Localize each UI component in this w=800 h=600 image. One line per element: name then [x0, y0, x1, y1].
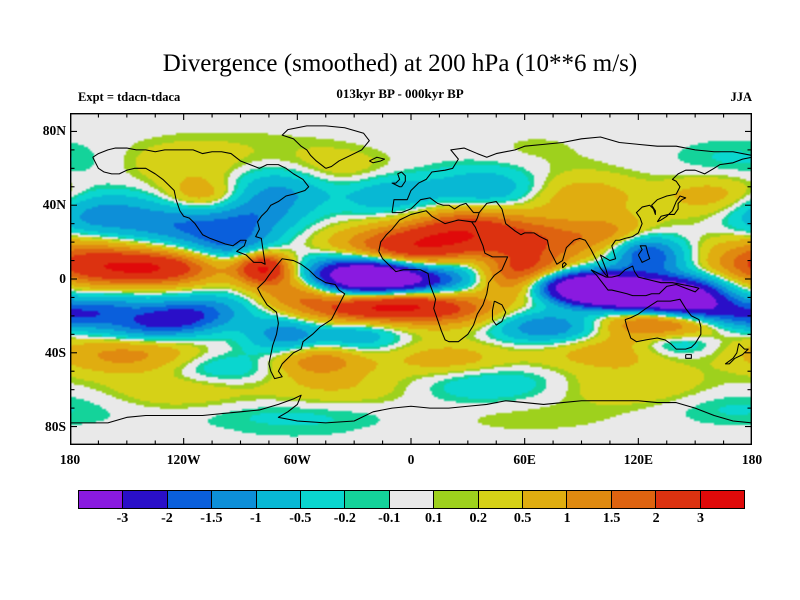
colorbar-tick-label: 2	[652, 511, 660, 526]
colorbar-band	[344, 491, 389, 508]
colorbar-band	[477, 491, 523, 508]
map-plot-area	[70, 113, 752, 445]
colorbar-tick-label: 0.5	[513, 511, 532, 526]
divergence-map	[70, 113, 752, 445]
colorbar-tick-label: 1	[563, 511, 571, 526]
colorbar-tick-label: -3	[116, 511, 129, 526]
colorbar-tick-label: -0.1	[378, 511, 401, 526]
x-tick-label: 60W	[283, 452, 311, 467]
colorbar-tick-label: 0.1	[424, 511, 443, 526]
colorbar-band	[388, 491, 434, 508]
colorbar-tick-label: 0.2	[469, 511, 487, 526]
colorbar-band	[166, 491, 212, 508]
colorbar-tick-label: -2	[161, 511, 173, 526]
colorbar-band	[433, 491, 478, 508]
season-label: JJA	[730, 90, 752, 104]
colorbar-tick-label: 3	[697, 511, 705, 526]
colorbar-band	[610, 491, 656, 508]
x-tick-label: 180	[741, 452, 763, 467]
y-tick-label: 80N	[42, 123, 66, 139]
colorbar-band	[655, 491, 700, 508]
colorbar-band	[566, 491, 611, 508]
y-axis-labels: 80N 40N 0 40S 80S	[0, 0, 66, 600]
colorbar-tick-label: 1.5	[602, 511, 621, 526]
colorbar-band	[699, 491, 745, 508]
y-tick-label: 40N	[42, 197, 66, 213]
colorbar-tick-label: -0.5	[289, 511, 312, 526]
axis-ticks	[70, 113, 752, 445]
figure-subtitle: 013kyr BP - 000kyr BP	[336, 86, 464, 101]
divergence-field-raster	[70, 113, 752, 445]
x-tick-label: 0	[407, 452, 415, 467]
coastlines	[70, 125, 752, 424]
colorbar-band	[79, 491, 123, 508]
colorbar-tick-label: -1	[250, 511, 262, 526]
x-tick-label: 60E	[513, 452, 536, 467]
colorbar-band	[122, 491, 167, 508]
y-tick-label: 40S	[44, 344, 66, 360]
colorbar	[78, 490, 745, 509]
colorbar-tick-label: -0.2	[333, 511, 356, 526]
y-tick-label: 0	[59, 271, 66, 286]
colorbar-tick-label: -1.5	[200, 511, 223, 526]
x-tick-label: 120W	[166, 452, 201, 467]
colorbar-band	[255, 491, 301, 508]
y-tick-label: 80S	[44, 418, 66, 434]
x-tick-label: 180	[59, 452, 81, 467]
page-title: Divergence (smoothed) at 200 hPa (10**6 …	[162, 50, 638, 77]
colorbar-band	[300, 491, 345, 508]
colorbar-band	[211, 491, 256, 508]
experiment-label: Expt = tdacn-tdaca	[78, 90, 181, 104]
x-tick-label: 120E	[623, 452, 653, 467]
x-axis-labels: 180 120W 60W 0 60E 120E 180	[0, 452, 800, 474]
colorbar-band	[522, 491, 567, 508]
colorbar-tick-labels: -3 -2 -1.5 -1 -0.5 -0.2 -0.1 0.1 0.2 0.5 1 1.5 2 3	[0, 511, 800, 531]
